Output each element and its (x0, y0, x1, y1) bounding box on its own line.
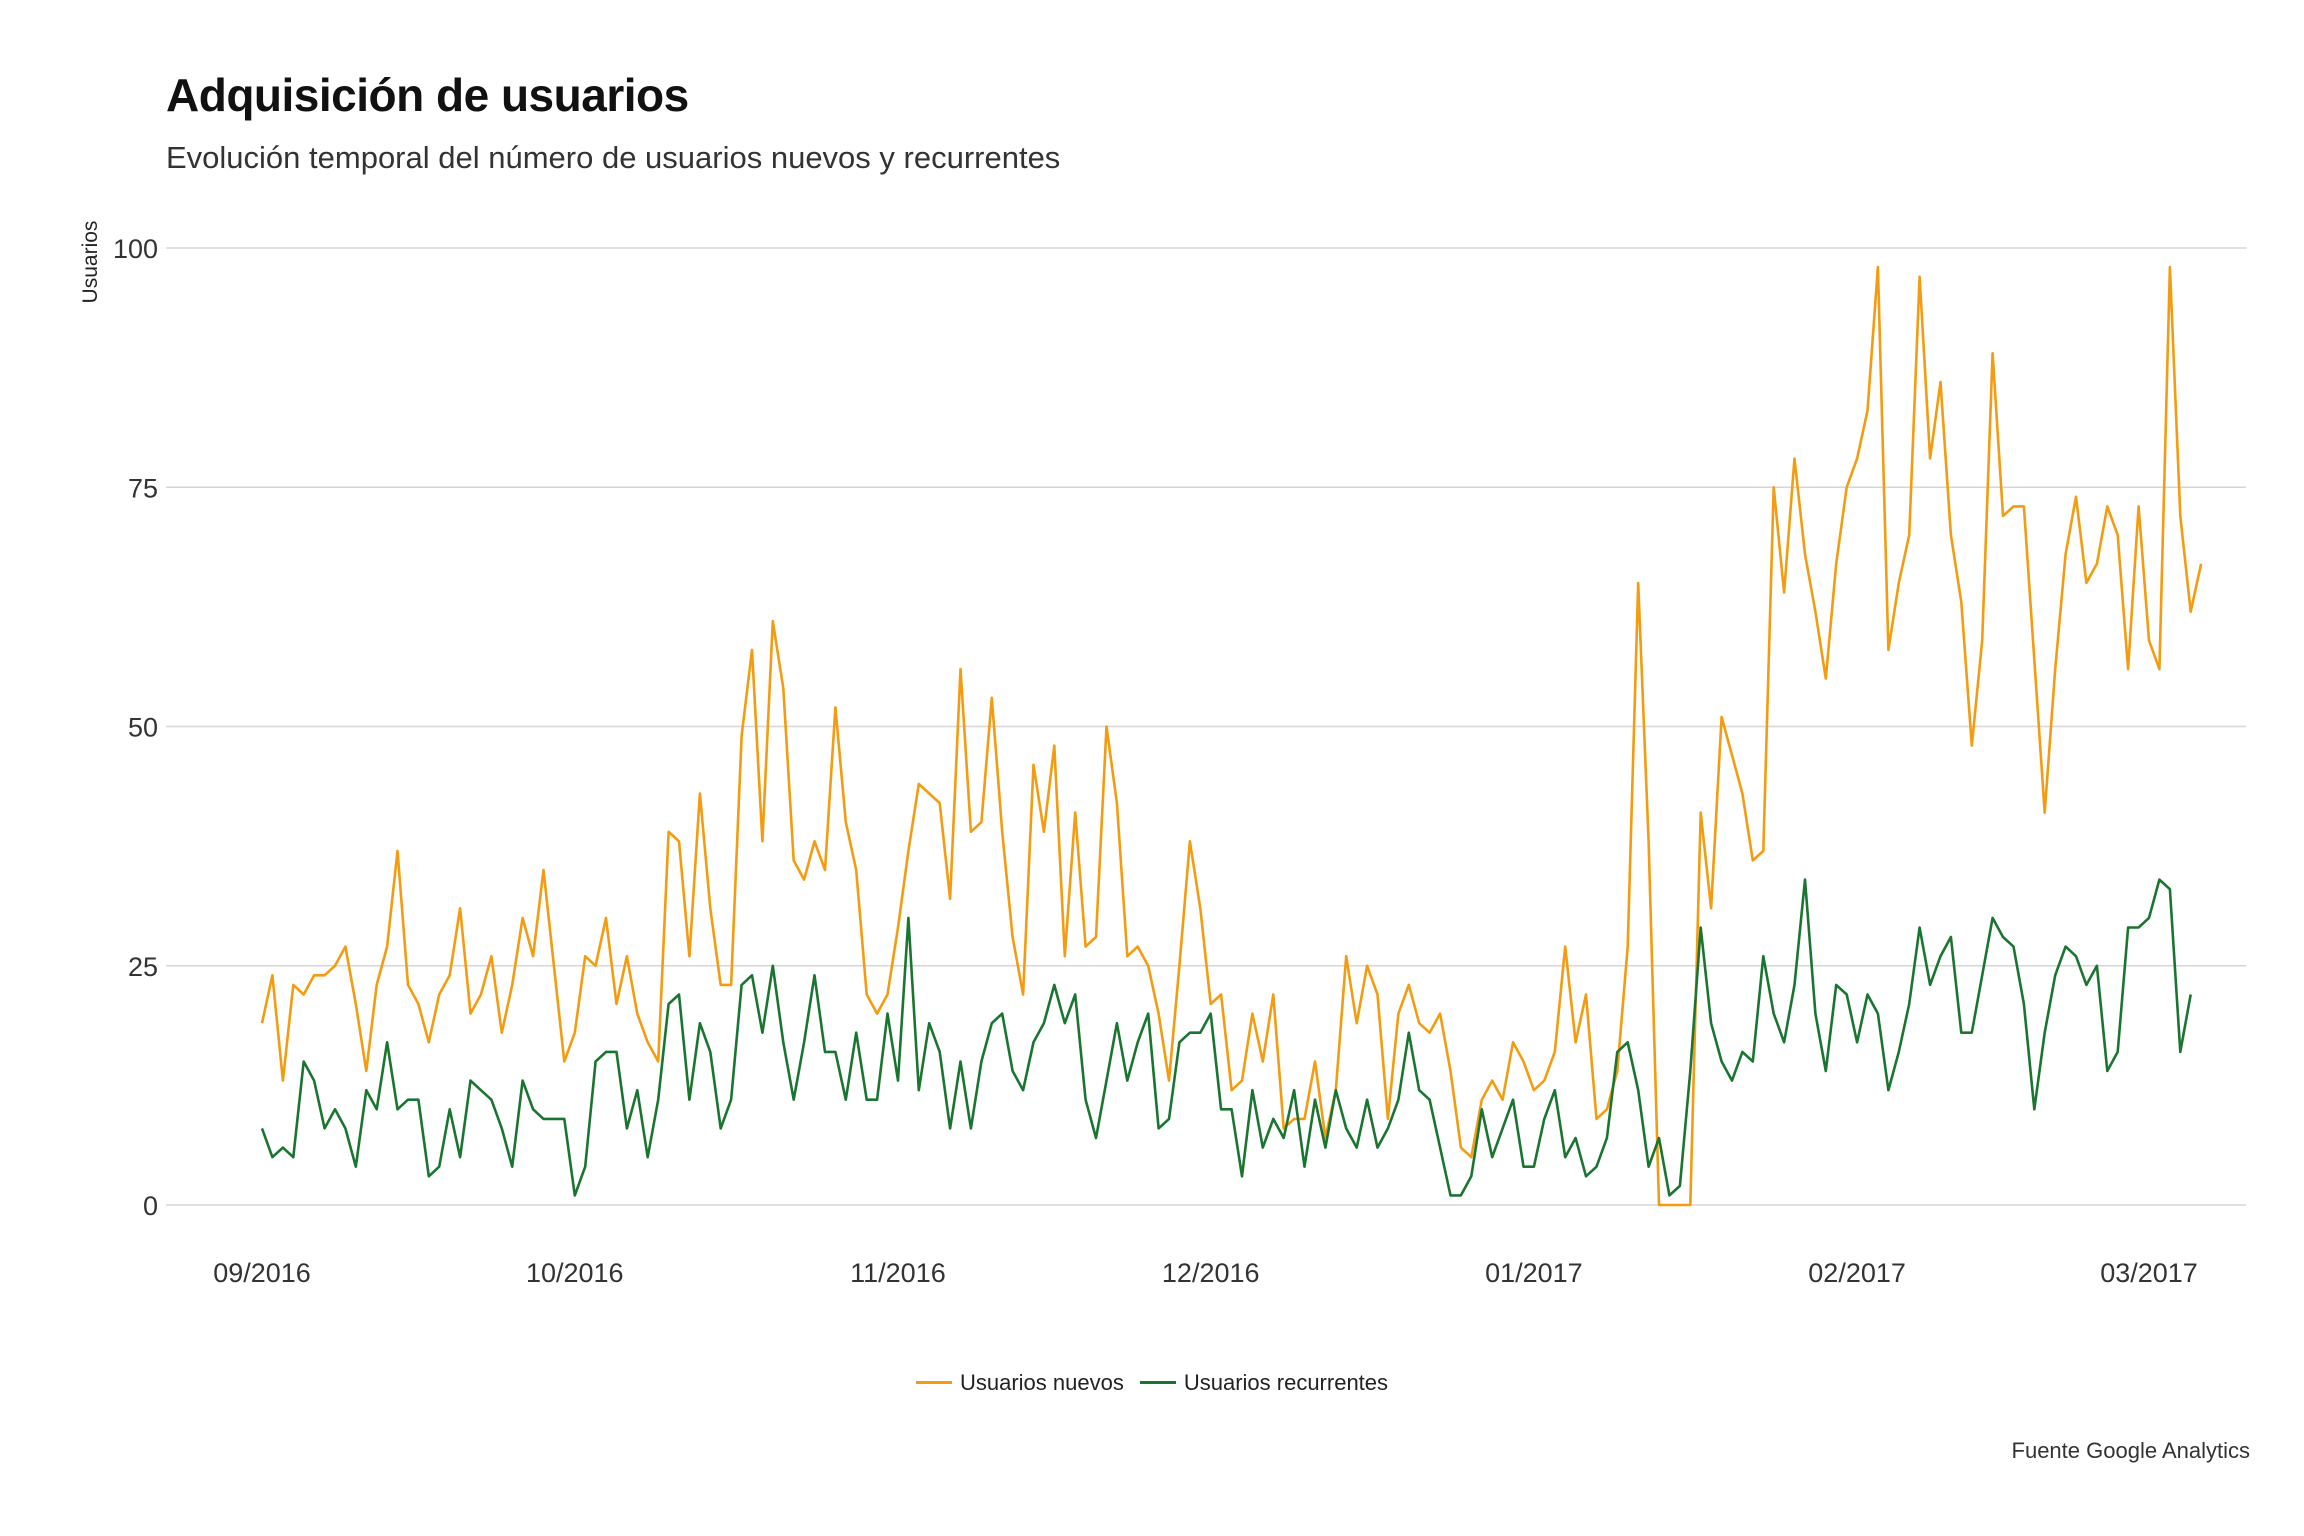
legend-swatch (1139, 1381, 1176, 1384)
x-tick-label: 12/2016 (1162, 1258, 1260, 1288)
chart-title: Adquisición de usuarios (166, 69, 689, 121)
y-tick-label: 100 (113, 234, 158, 264)
legend: Usuarios nuevos Usuarios recurrentes (0, 1364, 2304, 1396)
legend-item: Usuarios recurrentes (1139, 1369, 1389, 1396)
x-tick-label: 09/2016 (213, 1258, 311, 1288)
legend-item: Usuarios nuevos (915, 1369, 1124, 1396)
grid-lines (166, 247, 2246, 1206)
y-tick-label: 50 (128, 713, 158, 743)
legend-label: Usuarios recurrentes (1183, 1369, 1389, 1395)
chart-subtitle: Evolución temporal del número de usuario… (166, 140, 1061, 175)
source-note: Fuente Google Analytics (2011, 1438, 2250, 1463)
y-tick-label: 25 (128, 952, 158, 982)
y-tick-label: 75 (128, 473, 158, 503)
x-tick-label: 01/2017 (1485, 1258, 1583, 1288)
y-tick-label: 0 (143, 1191, 158, 1221)
series-line-usuarios-recurrentes (260, 878, 2192, 1197)
series-line-usuarios-nuevos (260, 265, 2203, 1207)
y-axis-label: Usuarios (79, 221, 102, 304)
x-tick-label: 11/2016 (850, 1258, 946, 1288)
x-tick-label: 10/2016 (526, 1258, 624, 1288)
x-axis-ticks: 09/2016 10/2016 11/2016 12/2016 01/2017 02/20… (213, 1258, 2198, 1288)
x-tick-label: 02/2017 (1808, 1258, 1906, 1288)
x-tick-label: 03/2017 (2100, 1258, 2198, 1288)
y-axis-ticks: 0 25 50 75 100 (113, 234, 158, 1221)
series-lines (260, 265, 2203, 1207)
legend-swatch (915, 1381, 952, 1384)
legend-label: Usuarios nuevos (959, 1369, 1124, 1395)
